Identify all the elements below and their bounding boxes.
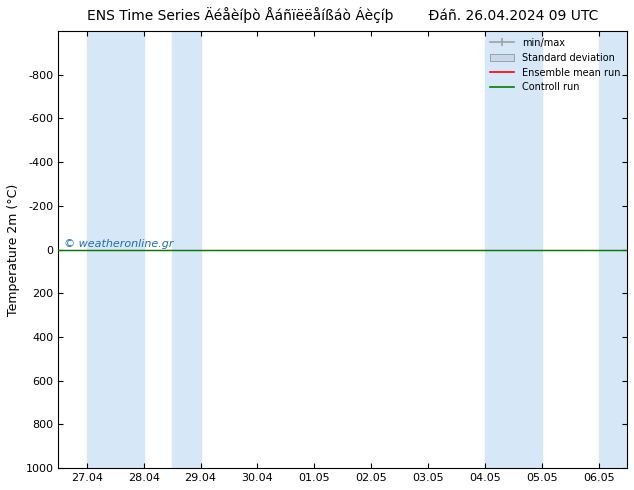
- Y-axis label: Temperature 2m (°C): Temperature 2m (°C): [7, 183, 20, 316]
- Bar: [87, 31, 144, 468]
- Title: ENS Time Series Äéåèíþò Åáñïëëåíßáò Áèçíþ        Ðáñ. 26.04.2024 09 UTC: ENS Time Series Äéåèíþò Åáñïëëåíßáò Áèçí…: [87, 7, 598, 23]
- Bar: [172, 31, 200, 468]
- Legend: min/max, Standard deviation, Ensemble mean run, Controll run: min/max, Standard deviation, Ensemble me…: [486, 34, 624, 97]
- Bar: [485, 31, 541, 468]
- Text: © weatheronline.gr: © weatheronline.gr: [64, 240, 174, 249]
- Bar: [598, 31, 627, 468]
